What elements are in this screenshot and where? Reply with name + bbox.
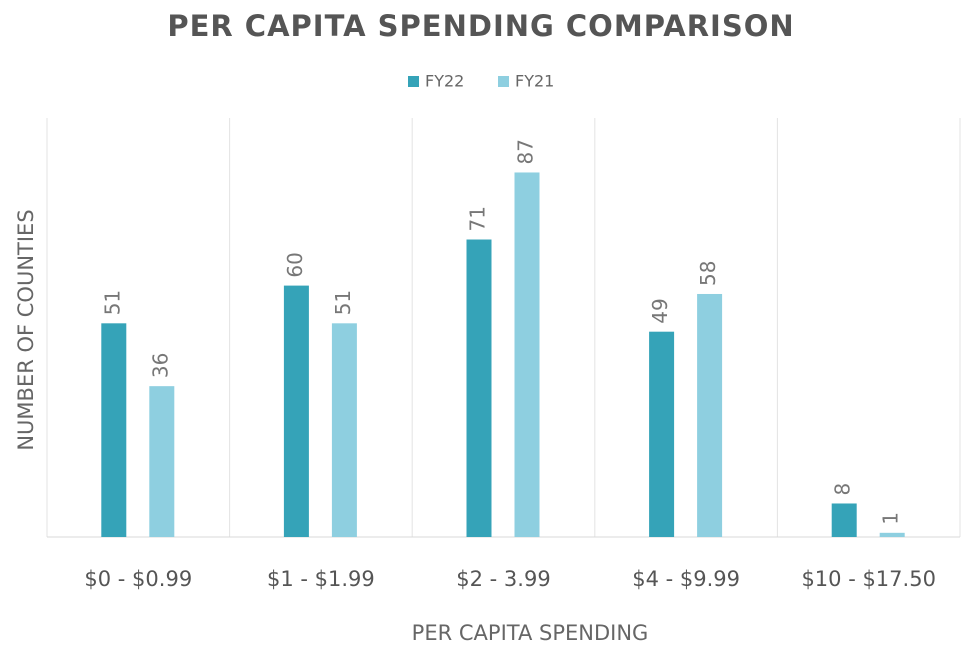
bar: [514, 172, 540, 537]
x-tick-label: $2 - 3.99: [456, 567, 550, 591]
bar: [649, 331, 675, 537]
x-tick-label: $4 - $9.99: [632, 567, 740, 591]
data-label: 51: [331, 290, 355, 315]
bar: [331, 323, 357, 537]
x-tick-label: $0 - $0.99: [84, 567, 192, 591]
y-axis-title: NUMBER OF COUNTIES: [14, 209, 38, 450]
data-label: 1: [879, 512, 903, 525]
bar: [697, 293, 723, 537]
legend-label: FY22: [425, 72, 464, 91]
data-label: 87: [514, 139, 538, 164]
legend-swatch: [498, 76, 509, 87]
bar: [149, 386, 175, 537]
bar: [101, 323, 127, 537]
data-label: 71: [466, 206, 490, 231]
x-axis-title: PER CAPITA SPENDING: [412, 621, 649, 645]
chart-title: PER CAPITA SPENDING COMPARISON: [167, 9, 794, 43]
data-label: 58: [696, 261, 720, 286]
data-label: 49: [648, 298, 672, 323]
legend-swatch: [408, 76, 419, 87]
data-label: 8: [831, 483, 855, 496]
data-label: 51: [100, 290, 124, 315]
bar: [283, 285, 309, 537]
x-tick-label: $1 - $1.99: [267, 567, 375, 591]
bar: [879, 532, 905, 537]
legend-label: FY21: [515, 72, 554, 91]
data-label: 60: [283, 252, 307, 277]
data-label: 36: [148, 353, 172, 378]
x-tick-label: $10 - $17.50: [801, 567, 936, 591]
bar: [831, 503, 857, 537]
bar: [466, 239, 492, 537]
